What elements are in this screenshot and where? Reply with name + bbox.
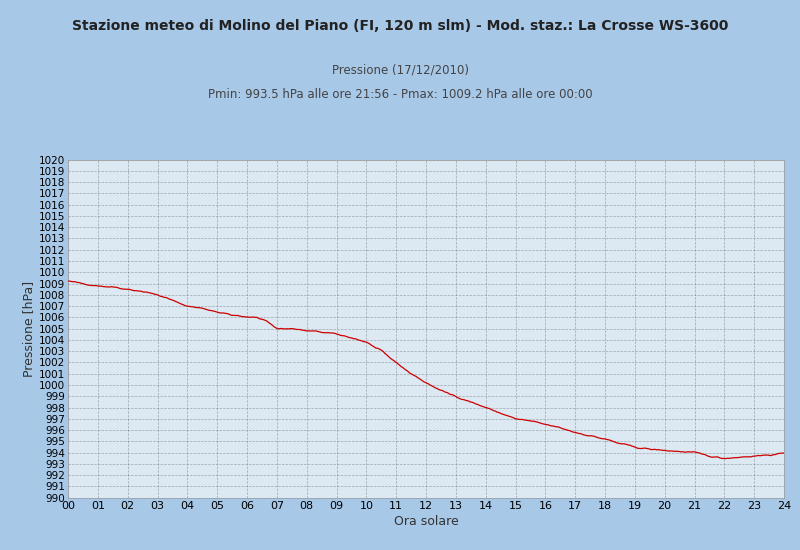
X-axis label: Ora solare: Ora solare: [394, 515, 458, 527]
Text: Pmin: 993.5 hPa alle ore 21:56 - Pmax: 1009.2 hPa alle ore 00:00: Pmin: 993.5 hPa alle ore 21:56 - Pmax: 1…: [208, 88, 592, 101]
Y-axis label: Pressione [hPa]: Pressione [hPa]: [22, 280, 34, 377]
Text: Stazione meteo di Molino del Piano (FI, 120 m slm) - Mod. staz.: La Crosse WS-36: Stazione meteo di Molino del Piano (FI, …: [72, 19, 728, 33]
Text: Pressione (17/12/2010): Pressione (17/12/2010): [331, 63, 469, 76]
